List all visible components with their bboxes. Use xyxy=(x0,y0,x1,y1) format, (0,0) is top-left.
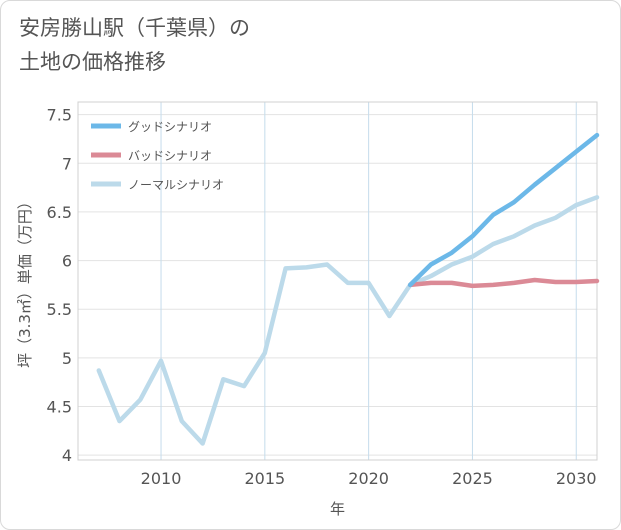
series-line-2 xyxy=(407,277,600,289)
y-tick-label: 5 xyxy=(62,349,72,368)
series-lines xyxy=(96,132,600,446)
y-tick-label: 6 xyxy=(62,252,72,271)
legend-label: グッドシナリオ xyxy=(128,120,212,134)
y-tick-label: 4.5 xyxy=(47,397,72,416)
y-tick-label: 7.5 xyxy=(47,106,72,125)
y-tick-label: 4 xyxy=(62,446,72,465)
series-line-3 xyxy=(96,195,600,446)
y-axis-title: 坪（3.3㎡）単価（万円） xyxy=(16,194,34,368)
x-tick-label: 2030 xyxy=(556,469,597,488)
x-tick-label: 2020 xyxy=(348,469,389,488)
y-tick-label: 7 xyxy=(62,154,72,173)
x-axis-title: 年 xyxy=(330,500,345,518)
series-line-1 xyxy=(407,132,600,288)
x-tick-labels: 2010 2015 2020 2025 2030 xyxy=(141,469,597,488)
x-tick-label: 2010 xyxy=(141,469,182,488)
y-tick-label: 6.5 xyxy=(47,203,72,222)
y-tick-labels: 4 4.5 5 5.5 6 6.5 7 7.5 xyxy=(47,106,72,465)
x-tick-label: 2025 xyxy=(452,469,493,488)
legend-label: ノーマルシナリオ xyxy=(128,178,224,192)
x-tick-label: 2015 xyxy=(244,469,285,488)
chart-title: 安房勝山駅（千葉県）の 土地の価格推移 xyxy=(19,11,579,79)
legend-label: バッドシナリオ xyxy=(128,149,212,163)
chart-title-line-2: 土地の価格推移 xyxy=(19,50,166,74)
y-tick-label: 5.5 xyxy=(47,300,72,319)
chart-title-line-1: 安房勝山駅（千葉県）の xyxy=(19,16,250,40)
